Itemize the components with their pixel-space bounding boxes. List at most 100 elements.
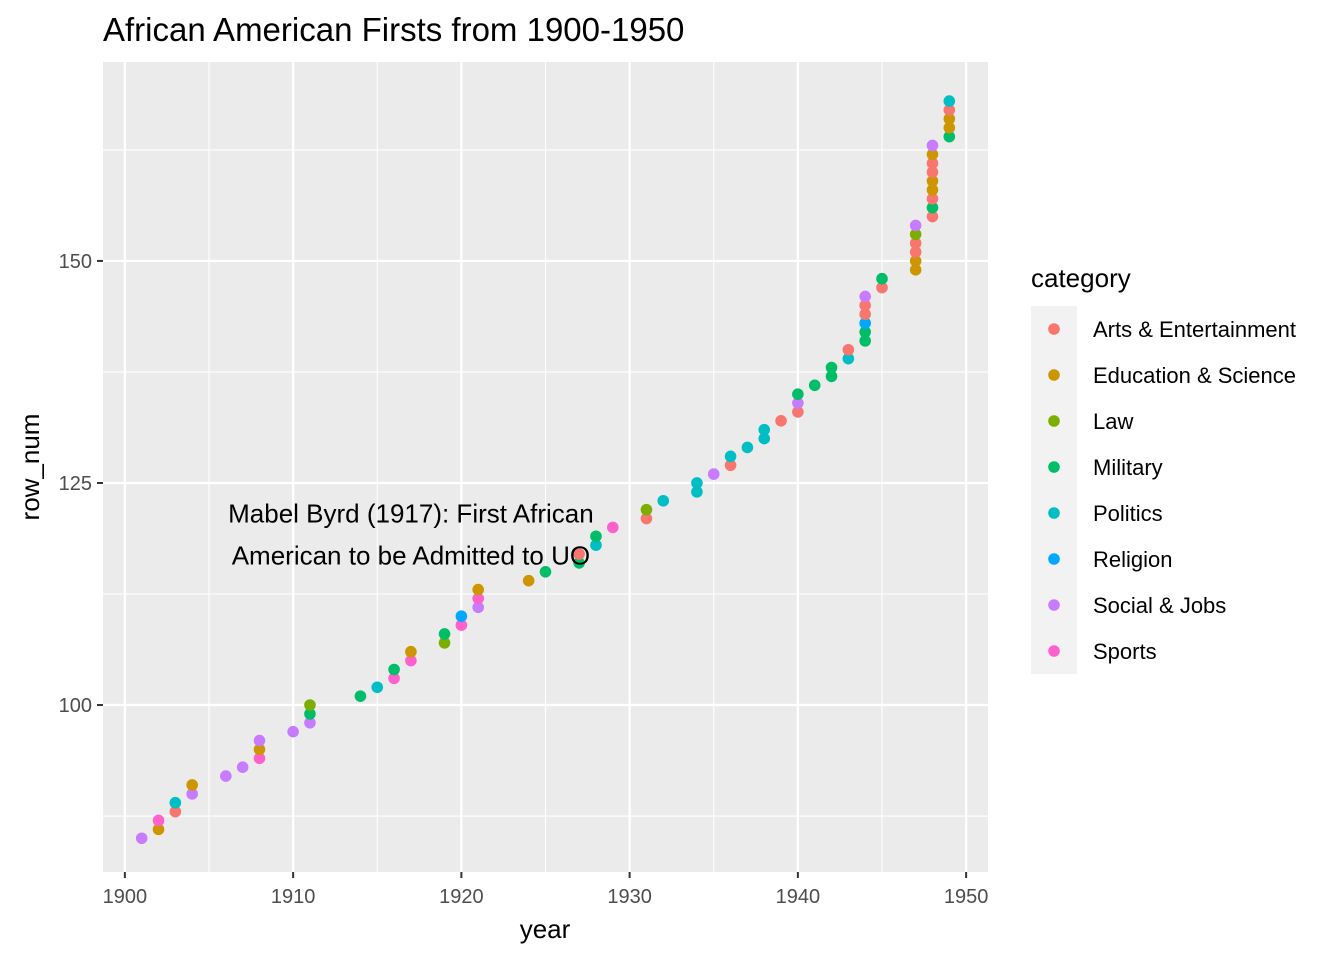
data-point	[876, 272, 888, 285]
data-point	[455, 610, 468, 623]
data-point	[909, 246, 922, 258]
data-point	[859, 317, 871, 329]
y-tick-label: 100	[59, 695, 92, 717]
legend-label: Law	[1093, 409, 1133, 434]
data-point	[354, 690, 367, 702]
legend-label: Social & Jobs	[1093, 593, 1226, 618]
data-point	[304, 708, 316, 720]
data-point	[926, 192, 939, 205]
data-point	[152, 814, 165, 827]
data-point	[438, 628, 451, 640]
x-tick-label: 1940	[776, 886, 821, 908]
data-point	[859, 326, 871, 338]
data-point	[926, 139, 939, 152]
legend-key	[1048, 599, 1060, 611]
data-point	[640, 512, 653, 525]
data-point	[775, 415, 787, 427]
data-point	[792, 397, 804, 409]
data-point	[472, 592, 484, 605]
legend-key	[1048, 645, 1060, 657]
data-point	[573, 548, 585, 560]
data-point	[876, 281, 888, 294]
data-point	[926, 184, 939, 196]
data-point	[943, 121, 956, 134]
data-point	[943, 113, 956, 125]
data-point	[472, 583, 484, 596]
data-point	[590, 530, 602, 543]
data-point	[135, 832, 148, 845]
data-point	[741, 441, 754, 454]
data-point	[455, 619, 468, 631]
data-point	[388, 672, 400, 685]
data-point	[943, 95, 956, 107]
x-tick-label: 1920	[439, 886, 484, 908]
data-point	[859, 290, 871, 303]
data-point	[522, 574, 535, 587]
data-point	[724, 450, 737, 463]
data-point	[169, 796, 182, 809]
annotation: Mabel Byrd (1917): First African America…	[228, 499, 594, 571]
data-point	[825, 370, 838, 383]
data-point	[371, 681, 384, 694]
data-point	[926, 148, 939, 161]
data-point	[573, 557, 585, 569]
legend-label: Sports	[1093, 639, 1157, 664]
legend-key	[1048, 369, 1060, 381]
legend: category Arts & Entertainment Education &…	[1031, 263, 1296, 674]
annotation-line-2: American to be Admitted to UO	[232, 541, 590, 571]
data-point	[926, 157, 939, 170]
data-point	[169, 805, 182, 818]
data-point	[405, 645, 417, 658]
data-point	[859, 299, 871, 312]
legend-label: Religion	[1093, 547, 1173, 572]
data-point	[691, 477, 703, 489]
data-point	[607, 521, 619, 534]
data-point	[909, 237, 922, 249]
annotation-line-1: Mabel Byrd (1917): First African	[228, 499, 594, 529]
data-point	[842, 343, 855, 356]
data-point	[590, 539, 602, 551]
data-point	[707, 468, 720, 480]
data-point	[808, 379, 821, 392]
data-point	[859, 308, 871, 321]
data-point	[724, 459, 737, 472]
data-point	[539, 566, 552, 578]
data-point	[186, 779, 198, 791]
y-tick-label: 150	[59, 251, 92, 273]
data-point	[758, 432, 771, 445]
data-point	[926, 175, 939, 187]
legend-label: Politics	[1093, 501, 1163, 526]
data-point	[792, 406, 804, 418]
data-point	[405, 654, 417, 667]
data-point	[792, 388, 804, 400]
data-point	[825, 361, 838, 374]
data-point	[472, 601, 484, 614]
legend-key	[1048, 415, 1060, 427]
data-point	[926, 166, 939, 178]
legend-key	[1048, 507, 1060, 519]
data-point	[943, 104, 956, 116]
data-point	[758, 423, 771, 436]
legend-label: Military	[1093, 455, 1163, 480]
data-point	[640, 503, 653, 516]
data-point	[657, 494, 670, 507]
data-point	[220, 770, 232, 782]
data-point	[909, 264, 922, 276]
y-axis-title: row_num	[15, 414, 45, 521]
x-tick-label: 1910	[271, 886, 316, 908]
data-point	[236, 761, 249, 773]
data-point	[842, 352, 855, 365]
legend-key-background	[1031, 306, 1077, 674]
x-tick-label: 1950	[944, 886, 989, 908]
data-point	[438, 637, 451, 649]
data-point	[152, 823, 165, 836]
legend-label: Education & Science	[1093, 363, 1296, 388]
data-point	[926, 201, 939, 214]
data-point	[253, 734, 266, 747]
legend-title: category	[1031, 263, 1131, 293]
data-point	[909, 228, 922, 241]
chart-title: African American Firsts from 1900-1950	[103, 11, 684, 48]
data-point	[304, 716, 316, 729]
y-tick-label: 125	[59, 473, 92, 495]
